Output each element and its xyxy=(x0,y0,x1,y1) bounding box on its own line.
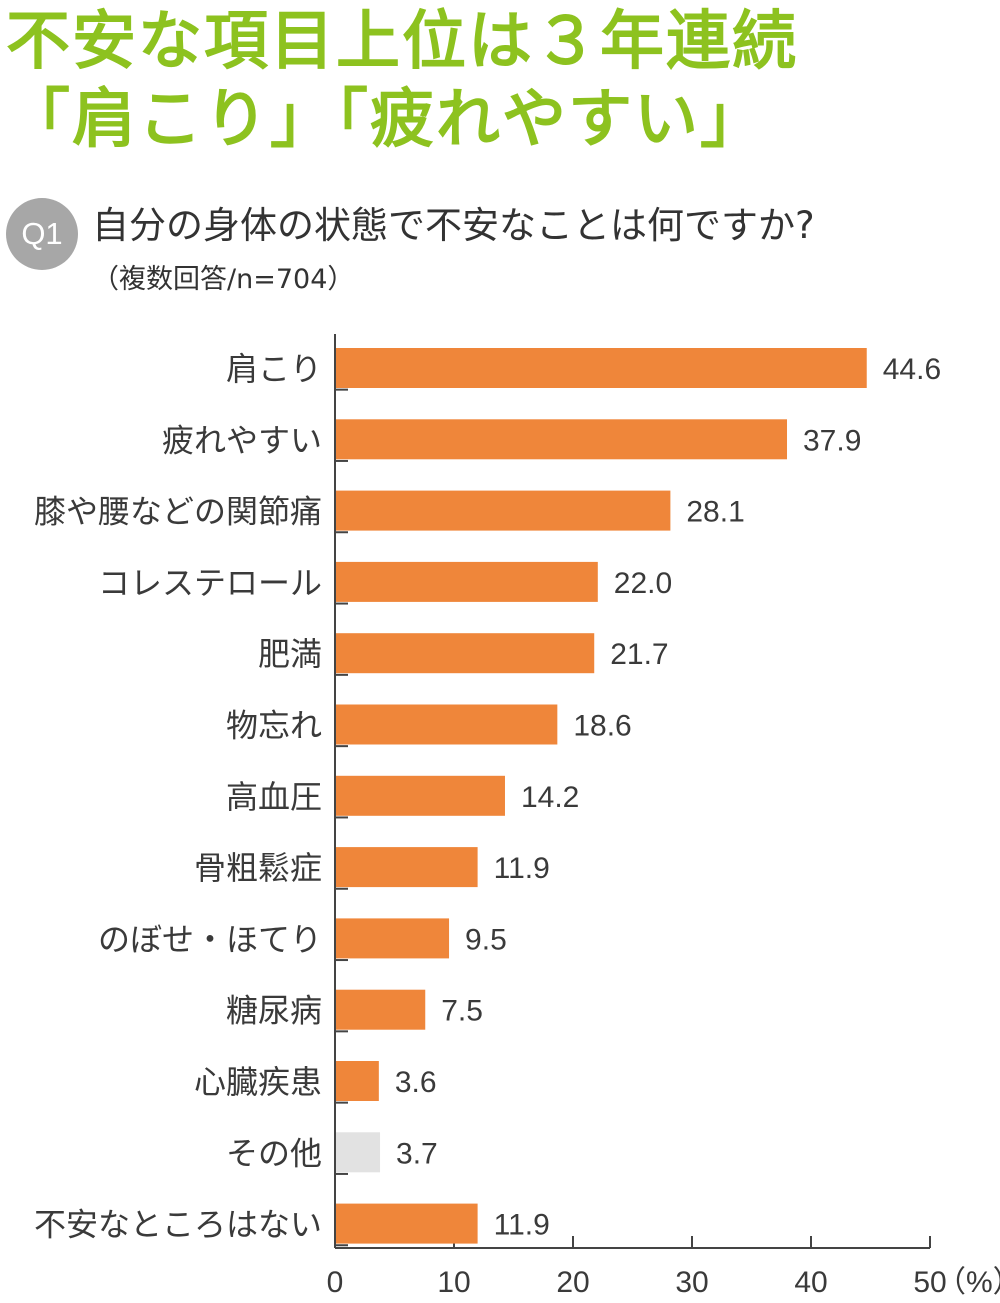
bar-8 xyxy=(336,847,478,888)
chart-axes xyxy=(334,334,931,1249)
x-tick-label: 10 xyxy=(437,1266,470,1299)
value-label: 44.6 xyxy=(883,353,941,386)
category-label: 高血圧 xyxy=(226,778,322,816)
response-note: （複数回答/n=704） xyxy=(92,264,355,295)
category-label: 肥満 xyxy=(258,635,322,673)
value-label: 21.7 xyxy=(610,638,668,671)
category-label: 物忘れ xyxy=(226,707,322,745)
value-label: 28.1 xyxy=(686,496,744,529)
x-tick-label: 30 xyxy=(675,1266,708,1299)
headline-line-1: 不安な項目上位は３年連続 xyxy=(6,5,798,79)
bar-13 xyxy=(336,1203,478,1244)
bar-1 xyxy=(336,348,867,388)
x-tick-label: 0 xyxy=(327,1266,344,1299)
value-label: 7.5 xyxy=(441,995,483,1028)
category-label: 疲れやすい xyxy=(162,421,322,459)
value-label: 11.9 xyxy=(494,852,550,885)
bar-10 xyxy=(336,989,426,1030)
x-tick-label: 50 xyxy=(913,1266,946,1299)
category-label: 不安なところはない xyxy=(34,1206,322,1244)
value-label: 3.6 xyxy=(395,1066,437,1099)
x-tick-label: 40 xyxy=(794,1266,827,1299)
category-label: その他 xyxy=(226,1134,322,1172)
x-axis-unit: （%） xyxy=(936,1266,1000,1299)
value-label: 9.5 xyxy=(465,923,507,956)
value-label: 3.7 xyxy=(396,1137,438,1170)
value-label: 37.9 xyxy=(803,424,861,457)
bar-4 xyxy=(336,561,598,602)
category-label: 糖尿病 xyxy=(226,992,322,1030)
category-label: 骨粗鬆症 xyxy=(194,849,322,887)
bar-12 xyxy=(336,1132,381,1173)
bar-5 xyxy=(336,633,595,674)
value-label: 22.0 xyxy=(614,567,672,600)
x-tick-label: 20 xyxy=(556,1266,589,1299)
category-label: コレステロール xyxy=(98,564,322,602)
bar-7 xyxy=(336,775,505,816)
bar-9 xyxy=(336,918,450,959)
bar-2 xyxy=(336,419,788,460)
headline-line-2: 「肩こり」「疲れやすい」 xyxy=(6,83,766,157)
category-label: 心臓疾患 xyxy=(194,1063,322,1101)
bar-chart: 0 10 20 30 40 50（%） 肩こり 44.6 疲れやすい 37.9 膝や腰などの関節痛 2… xyxy=(34,334,1000,1299)
chart-bars xyxy=(336,348,867,1244)
question-text: 自分の身体の状態で不安なことは何ですか? xyxy=(92,204,815,247)
bar-11 xyxy=(336,1061,379,1101)
chart-labels: 0 10 20 30 40 50（%） 肩こり 44.6 疲れやすい 37.9 膝や腰などの関節痛 2… xyxy=(34,350,1000,1299)
value-label: 14.2 xyxy=(521,781,579,814)
bar-3 xyxy=(336,490,671,531)
value-label: 18.6 xyxy=(573,710,631,743)
value-label: 11.9 xyxy=(494,1209,550,1242)
bar-6 xyxy=(336,704,558,745)
question-number-badge: Q1 xyxy=(6,198,78,270)
category-label: のぼせ・ほてり xyxy=(98,920,322,958)
category-label: 膝や腰などの関節痛 xyxy=(34,493,322,531)
category-label: 肩こり xyxy=(226,350,322,388)
